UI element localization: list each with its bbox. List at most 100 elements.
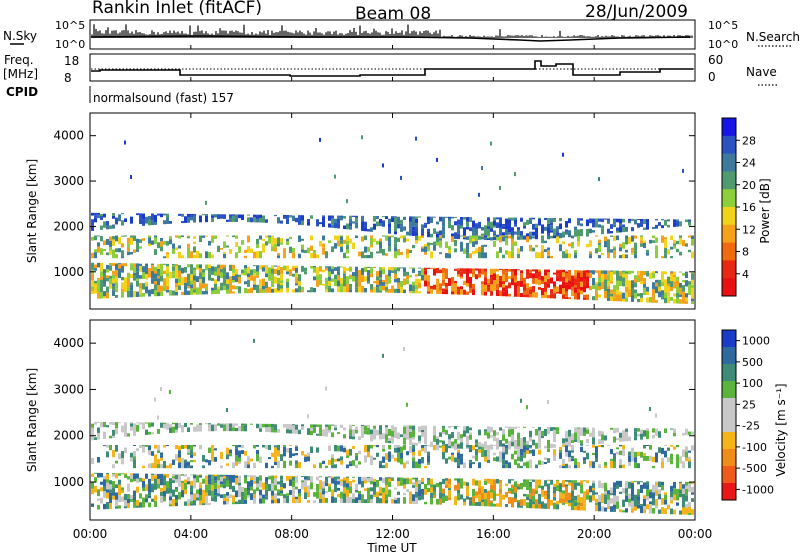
echo-cell: [388, 242, 391, 247]
echo-cell: [235, 501, 238, 505]
echo-cell: [346, 280, 349, 285]
echo-cell: [595, 505, 598, 512]
echo-cell: [610, 460, 613, 469]
echo-cell: [220, 214, 223, 219]
echo-cell: [616, 282, 619, 290]
echo-cell: [568, 280, 571, 285]
echo-cell: [370, 273, 373, 278]
echo-cell: [253, 462, 256, 469]
echo-cell: [541, 276, 544, 281]
echo-cell: [514, 282, 517, 288]
echo-cell: [670, 296, 673, 301]
echo-cell: [622, 254, 625, 259]
echo-cell: [421, 429, 424, 433]
echo-cell: [619, 223, 622, 227]
echo-cell: [529, 217, 532, 221]
echo-cell: [505, 238, 508, 246]
echo-cell: [373, 281, 376, 284]
echo-cell: [460, 289, 463, 295]
echo-cell: [115, 445, 118, 448]
echo-cell: [313, 492, 316, 497]
echo-cell: [154, 445, 157, 449]
echo-cell: [466, 236, 469, 240]
echo-cell: [166, 445, 169, 446]
echo-cell: [166, 465, 169, 469]
echo-cell: [235, 455, 238, 462]
echo-cell: [661, 274, 664, 283]
echo-cell: [370, 487, 373, 492]
echo-cell: [382, 492, 385, 499]
echo-cell: [268, 476, 271, 480]
colorbar-tick-label: -25: [742, 420, 760, 433]
echo-cell: [478, 462, 481, 469]
echo-cell: [211, 454, 214, 462]
echo-cell: [472, 271, 475, 275]
echo-cell: [535, 223, 538, 228]
echo-cell: [691, 486, 694, 493]
echo-cell: [226, 423, 229, 425]
echo-cell: [511, 278, 514, 286]
echo-cell: [271, 237, 274, 244]
echo-cell: [526, 504, 529, 509]
echo-cell: [541, 224, 544, 227]
echo-cell: [241, 273, 244, 276]
echo-cell: [343, 446, 346, 448]
echo-cell: [559, 270, 562, 275]
echo-cell: [307, 489, 310, 492]
echo-cell: [556, 286, 559, 292]
echo-cell: [580, 506, 583, 511]
echo-cell: [352, 424, 355, 426]
echo-cell: [613, 297, 616, 302]
echo-cell: [523, 294, 526, 298]
echo-cell: [535, 278, 538, 285]
echo-cell: [502, 494, 505, 498]
echo-cell: [472, 274, 475, 278]
echo-cell: [673, 245, 676, 249]
echo-cell: [118, 214, 121, 222]
echo-cell: [403, 347, 405, 352]
echo-cell: [379, 434, 382, 440]
echo-cell: [430, 487, 433, 493]
echo-cell: [502, 287, 505, 292]
echo-cell: [196, 287, 199, 295]
echo-cell: [499, 247, 502, 253]
echo-cell: [190, 280, 193, 285]
echo-cell: [223, 424, 226, 432]
echo-cell: [223, 264, 226, 268]
echo-cell: [121, 243, 124, 248]
echo-cell: [334, 427, 337, 431]
echo-cell: [148, 445, 151, 451]
echo-cell: [229, 427, 232, 432]
echo-cell: [574, 439, 577, 442]
echo-cell: [241, 425, 244, 429]
echo-cell: [460, 457, 463, 465]
echo-cell: [325, 424, 328, 427]
echo-cell: [106, 264, 109, 270]
echo-cell: [100, 279, 103, 287]
echo-cell: [112, 224, 115, 229]
echo-cell: [199, 292, 202, 295]
echo-cell: [553, 429, 556, 437]
echo-cell: [205, 475, 208, 480]
echo-cell: [319, 480, 322, 483]
echo-cell: [439, 481, 442, 486]
echo-cell: [547, 460, 550, 463]
echo-cell: [103, 296, 106, 299]
echo-cell: [484, 268, 487, 272]
echo-cell: [610, 289, 613, 294]
echo-cell: [370, 429, 373, 435]
echo-cell: [616, 270, 619, 274]
echo-cell: [367, 445, 370, 452]
echo-cell: [277, 450, 280, 457]
colorbar-tick-label: 12: [742, 223, 756, 236]
echo-cell: [688, 481, 691, 484]
echo-cell: [316, 424, 319, 427]
echo-cell: [583, 498, 586, 504]
echo-cell: [430, 267, 433, 269]
echo-cell: [97, 504, 100, 510]
echo-cell: [334, 279, 337, 287]
echo-cell: [160, 422, 163, 428]
colorbar-swatch: [722, 381, 736, 399]
echo-cell: [265, 484, 268, 490]
echo-cell: [103, 431, 106, 439]
